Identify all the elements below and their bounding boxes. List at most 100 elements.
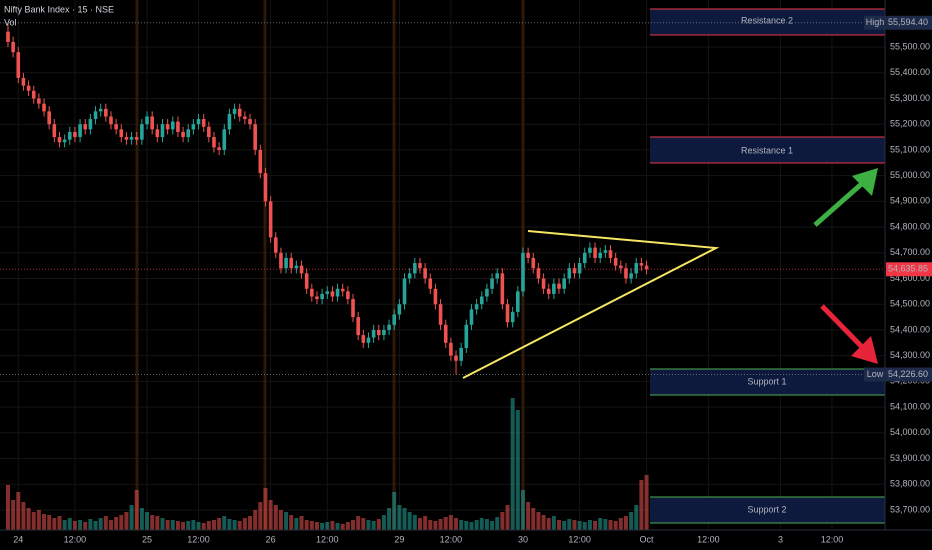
- volume-bar: [314, 522, 319, 530]
- plot: [0, 22, 885, 530]
- volume-bar: [551, 516, 556, 530]
- volume-bar: [16, 492, 21, 530]
- volume-bar: [26, 508, 31, 530]
- candle-body: [490, 278, 494, 289]
- volume-bar: [160, 518, 165, 530]
- candle-body: [67, 131, 72, 140]
- volume-bar: [381, 515, 386, 530]
- volume-bar: [407, 512, 412, 530]
- volume-bar: [114, 517, 119, 530]
- candle-body: [505, 304, 510, 323]
- candle-body: [449, 342, 453, 356]
- candle-body: [516, 291, 520, 312]
- x-tick-label: 12:00: [316, 534, 339, 544]
- candle-body: [294, 265, 299, 269]
- x-tick-label: 29: [394, 534, 404, 544]
- volume-bar: [515, 410, 520, 530]
- candle-body: [330, 291, 335, 297]
- volume-bar: [484, 519, 489, 530]
- candle-body: [170, 121, 175, 130]
- y-tick-label: 54,300.00: [890, 350, 930, 360]
- candle-body: [603, 250, 608, 253]
- candle-body: [160, 124, 165, 138]
- candle-body: [546, 288, 551, 294]
- candle-body: [361, 335, 366, 343]
- candle-body: [129, 137, 134, 140]
- zone-label: Support 1: [747, 376, 786, 386]
- volume-bar: [98, 518, 103, 530]
- candle-body: [243, 116, 247, 120]
- candle-body: [402, 278, 407, 305]
- candle-body: [62, 139, 67, 143]
- volume-bar: [227, 519, 232, 530]
- volume-bar: [242, 518, 247, 530]
- candle-body: [613, 257, 618, 266]
- x-tick-label: 12:00: [440, 534, 463, 544]
- volume-bar: [351, 520, 356, 530]
- candle-body: [57, 137, 62, 143]
- volume-bar: [52, 518, 57, 530]
- candle-body: [366, 337, 371, 343]
- volume-bar: [603, 519, 608, 530]
- volume-bar: [541, 515, 546, 530]
- volume-bar: [623, 516, 628, 530]
- volume-bar: [31, 512, 36, 530]
- volume-bar: [634, 505, 639, 530]
- candle-body: [443, 324, 448, 343]
- volume-bar: [412, 515, 417, 530]
- candle-body: [531, 257, 536, 269]
- price-tag-box: [864, 15, 886, 30]
- candle-body: [258, 149, 263, 174]
- candle-body: [500, 273, 505, 305]
- y-tick-label: 55,200.00: [890, 119, 930, 129]
- candle-body: [16, 52, 21, 78]
- candle-body: [181, 131, 185, 138]
- volume-bar: [165, 520, 170, 530]
- y-tick-label: 55,000.00: [890, 170, 930, 180]
- price-label: 54,226.60: [888, 369, 928, 379]
- volume-bar: [217, 518, 222, 530]
- candle-body: [284, 257, 288, 269]
- volume-bar: [139, 508, 144, 530]
- x-tick-label: 12:00: [187, 534, 210, 544]
- candle-body: [552, 283, 556, 294]
- zones: Resistance 2 Resistance 1 Support 1 Supp…: [650, 8, 885, 524]
- volume-bar: [299, 516, 304, 530]
- price-label-box: [886, 262, 932, 277]
- candle-body: [376, 329, 381, 336]
- volume-bar: [304, 520, 309, 530]
- volume-bar: [587, 520, 592, 530]
- candle-body: [335, 288, 340, 297]
- volume-bar: [232, 520, 237, 530]
- candle-body: [474, 304, 479, 310]
- price-label-box: [886, 367, 932, 382]
- y-tick-label: 53,800.00: [890, 479, 930, 489]
- volume-bar: [417, 518, 422, 530]
- candle-body: [387, 324, 391, 330]
- volume-bar: [490, 521, 495, 530]
- candle-body: [212, 137, 216, 148]
- candle-body: [572, 268, 577, 274]
- candle-body: [119, 129, 124, 138]
- volume-bar: [268, 500, 273, 530]
- candle-body: [104, 108, 108, 117]
- x-tick-label: 12:00: [697, 534, 720, 544]
- candle-body: [145, 116, 149, 125]
- volume-bar: [320, 523, 325, 530]
- candle-body: [454, 355, 458, 361]
- zone-box: [650, 9, 885, 35]
- volume-bar: [464, 521, 469, 530]
- candle-body: [510, 311, 515, 323]
- volume-bar: [629, 512, 634, 530]
- candle-body: [26, 85, 31, 91]
- volume-bar: [93, 521, 98, 530]
- volume-bar: [345, 522, 350, 530]
- drawings: [462, 168, 878, 379]
- candle-body: [232, 108, 237, 114]
- y-tick-label: 55,100.00: [890, 144, 930, 154]
- volume-bar: [206, 521, 211, 530]
- volume-bar: [536, 512, 541, 530]
- volume-bar: [356, 516, 361, 530]
- candle-body: [310, 288, 314, 297]
